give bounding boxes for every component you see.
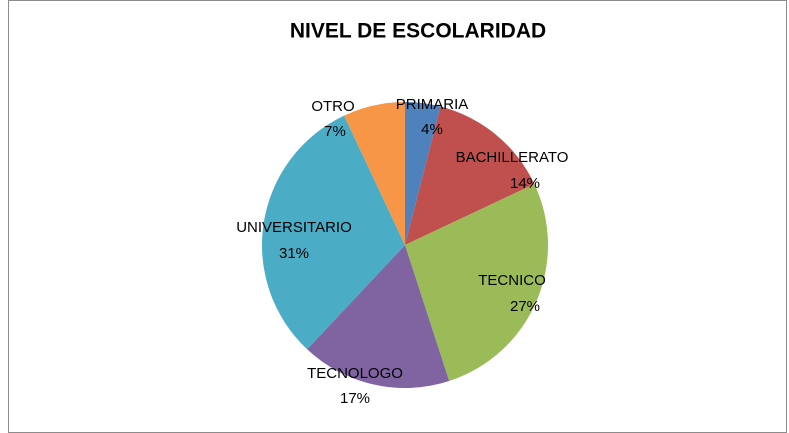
slice-label: PRIMARIA (396, 96, 469, 113)
slice-label: BACHILLERATO (456, 149, 569, 166)
slice-label: TECNICO (478, 272, 546, 289)
pie-slice (307, 245, 450, 388)
pie-slice (261, 115, 405, 350)
slice-label: OTRO (311, 98, 354, 115)
value-label: 4% (421, 121, 443, 138)
value-label: 7% (324, 123, 346, 140)
pie-slice (405, 106, 535, 245)
pie-slice (405, 102, 441, 245)
value-label: 31% (279, 245, 309, 262)
value-label: 27% (510, 298, 540, 315)
slice-label: TECNOLOGO (307, 365, 403, 382)
slice-label: UNIVERSITARIO (236, 219, 352, 236)
pie-slice (344, 102, 405, 245)
value-label: 14% (510, 175, 540, 192)
pie-slice (405, 184, 548, 382)
chart-title: NIVEL DE ESCOLARIDAD (290, 20, 546, 43)
value-label: 17% (340, 390, 370, 407)
